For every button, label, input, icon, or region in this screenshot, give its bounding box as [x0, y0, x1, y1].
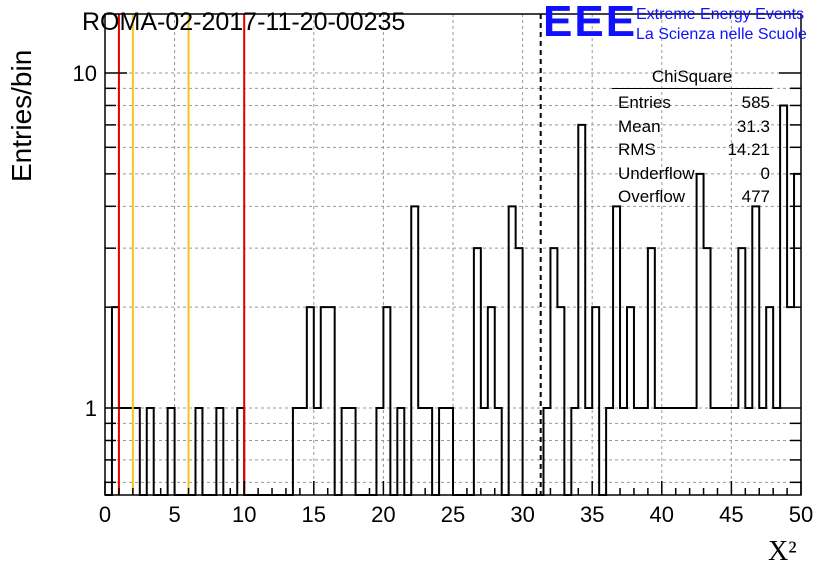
histogram-bin: [752, 206, 759, 495]
x-tick-label: 45: [719, 502, 743, 527]
histogram-bin: [794, 174, 801, 495]
eee-logo: EEE Extreme Energy Events La Scienza nel…: [543, 0, 833, 49]
logo-caption-line2: La Scienza nelle Scuole: [636, 26, 807, 43]
logo-caption-line1: Extreme Energy Events: [636, 6, 805, 23]
histogram-bin: [474, 248, 481, 495]
histogram-bin: [697, 174, 704, 495]
stats-value: 477: [741, 187, 770, 206]
histogram-bin: [780, 105, 787, 495]
histogram-bin: [112, 307, 119, 495]
x-tick-label: 35: [580, 502, 604, 527]
stats-value: 0: [760, 163, 770, 183]
stats-label: Overflow: [618, 187, 686, 206]
x-tick-label: 25: [441, 502, 465, 527]
y-tick-label: 10: [73, 61, 97, 86]
stats-row-overflow: Overflow 477: [612, 185, 778, 209]
eee-logo-mark: EEE: [543, 0, 638, 46]
stats-row-underflow: Underflow 0: [612, 162, 778, 186]
x-tick-label: 50: [789, 502, 813, 527]
histogram-bin: [328, 307, 335, 495]
histogram-bin: [509, 206, 516, 495]
stats-value: 31.3: [736, 116, 770, 136]
y-axis-label: Entries/bin: [6, 49, 37, 182]
histogram-bin: [550, 248, 557, 495]
histogram-bin: [704, 248, 711, 495]
stats-label: Entries: [618, 93, 671, 112]
x-tick-label: 30: [510, 502, 534, 527]
histogram-bin: [738, 248, 745, 495]
stats-label: Mean: [618, 116, 661, 136]
histogram-bin: [383, 307, 390, 495]
histogram-bin: [411, 206, 418, 495]
x-tick-label: 5: [168, 502, 180, 527]
y-tick-label: 1: [85, 396, 97, 421]
histogram-bin: [516, 248, 523, 495]
stats-row-rms: RMS 14.21: [612, 138, 778, 162]
histogram-bin: [557, 307, 564, 495]
stats-value: 585: [741, 93, 770, 112]
x-tick-label: 15: [302, 502, 326, 527]
stats-label: Underflow: [618, 163, 695, 183]
histogram-bin: [613, 206, 620, 495]
stats-row-entries: Entries 585: [612, 91, 778, 115]
histogram-bin: [627, 307, 634, 495]
histogram-bin: [787, 307, 794, 495]
x-tick-label: 0: [99, 502, 111, 527]
stats-row-mean: Mean 31.3: [612, 115, 778, 139]
histogram-bin: [307, 307, 314, 495]
histogram-bin: [321, 307, 328, 495]
histogram-bin: [488, 307, 495, 495]
chart-title: ROMA-02-2017-11-20-00235: [82, 8, 406, 36]
histogram-bin: [578, 125, 585, 495]
histogram-bin: [648, 248, 655, 495]
stats-box: ChiSquare Entries 585 Mean 31.3 RMS 14.2…: [612, 66, 778, 209]
stats-value: 14.21: [727, 140, 770, 159]
x-tick-label: 10: [232, 502, 256, 527]
x-tick-label: 20: [371, 502, 395, 527]
x-tick-label: 40: [650, 502, 674, 527]
stats-title: ChiSquare: [612, 66, 772, 89]
stats-label: RMS: [618, 140, 656, 159]
histogram-bin: [766, 307, 773, 495]
x-axis-label: X²: [768, 536, 797, 567]
histogram-bin: [592, 307, 599, 495]
